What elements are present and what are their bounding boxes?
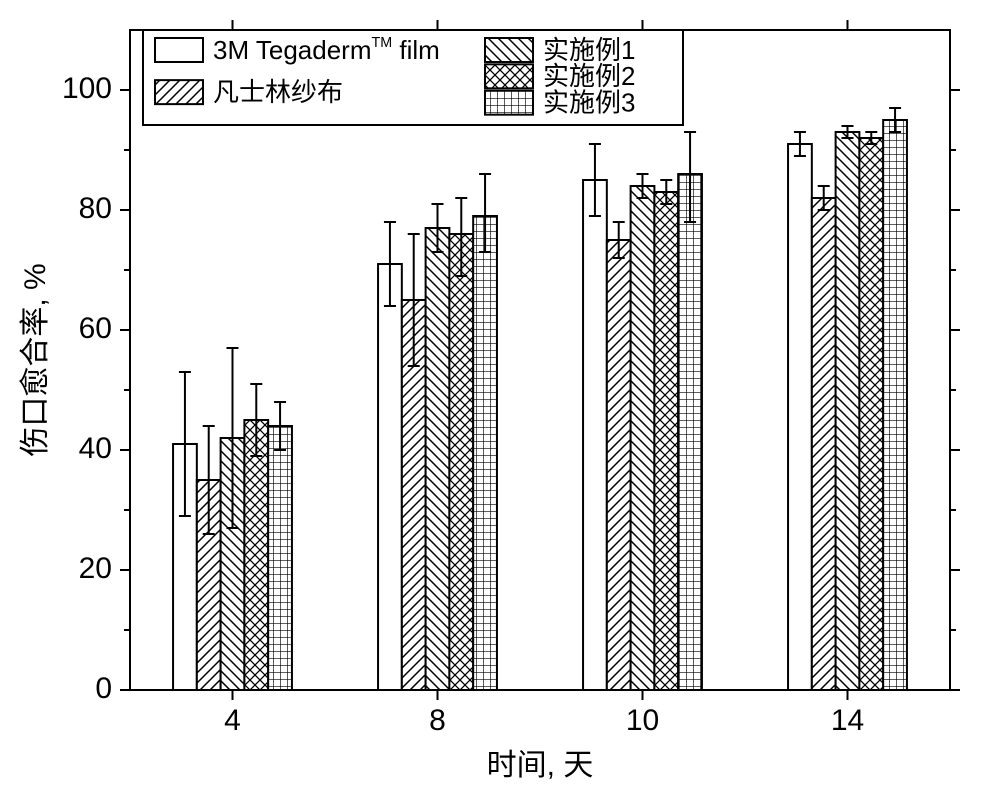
- x-tick-label: 8: [429, 704, 446, 737]
- legend-swatch: [155, 80, 203, 104]
- bar: [812, 198, 836, 690]
- bar: [426, 228, 450, 690]
- bar: [607, 240, 631, 690]
- bar: [473, 216, 497, 690]
- legend-swatch: [485, 91, 533, 115]
- y-tick-label: 80: [79, 192, 112, 225]
- legend-swatch: [485, 64, 533, 88]
- bar: [268, 426, 292, 690]
- bar: [883, 120, 907, 690]
- bar: [631, 186, 655, 690]
- legend-label: 3M TegadermTM film: [213, 35, 440, 65]
- y-tick-label: 40: [79, 432, 112, 465]
- bar: [836, 132, 860, 690]
- bar: [449, 234, 473, 690]
- bar: [583, 180, 607, 690]
- legend-label: 实施例3: [543, 88, 635, 118]
- x-tick-label: 14: [831, 704, 864, 737]
- x-tick-label: 4: [224, 704, 241, 737]
- x-tick-label: 10: [626, 704, 659, 737]
- legend-swatch: [155, 38, 203, 62]
- bar: [244, 420, 268, 690]
- bar: [654, 192, 678, 690]
- bar: [678, 174, 702, 690]
- y-tick-label: 100: [62, 72, 112, 105]
- y-tick-label: 60: [79, 312, 112, 345]
- x-axis-label: 时间, 天: [487, 749, 594, 782]
- legend-swatch: [485, 38, 533, 62]
- bar: [378, 264, 402, 690]
- y-tick-label: 0: [95, 672, 112, 705]
- chart-svg: 0 20 40 60 80 100 伤口愈合率, % 4 8 10 14 时间, 天 3M Tegade…: [0, 0, 1000, 806]
- bar: [788, 144, 812, 690]
- legend-label: 凡士林纱布: [213, 77, 343, 107]
- chart-container: 0 20 40 60 80 100 伤口愈合率, % 4 8 10 14 时间, 天 3M Tegade…: [0, 0, 1000, 806]
- bar: [859, 138, 883, 690]
- y-tick-label: 20: [79, 552, 112, 585]
- y-axis-label: 伤口愈合率, %: [19, 263, 52, 456]
